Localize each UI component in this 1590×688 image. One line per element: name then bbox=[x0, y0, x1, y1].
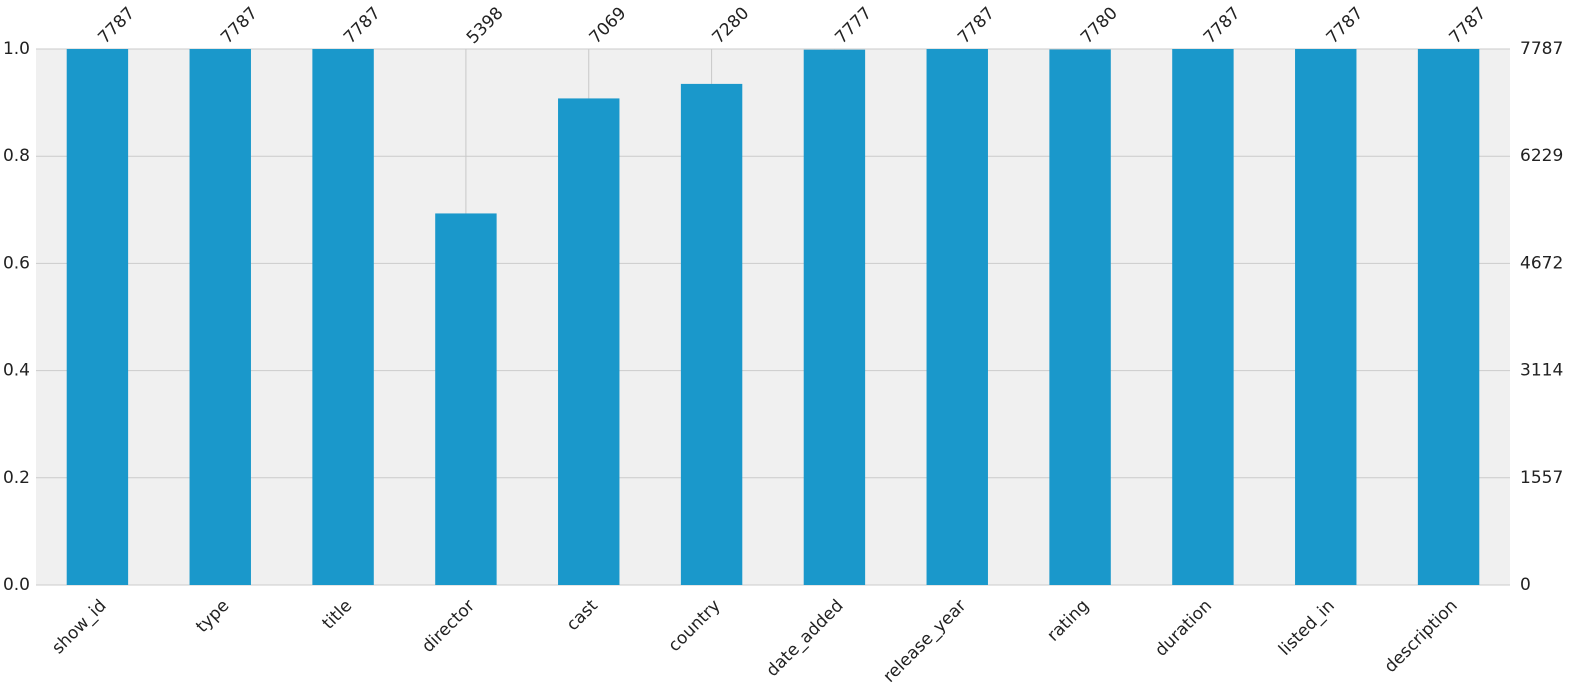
data-label: 7069 bbox=[586, 3, 631, 48]
x-tick-label: director bbox=[418, 596, 479, 657]
x-tick-label: date_added bbox=[763, 596, 848, 681]
y-tick-label: 1.0 bbox=[3, 39, 30, 59]
data-label: 7780 bbox=[1077, 3, 1122, 48]
plot-area bbox=[36, 49, 1510, 585]
y2-tick-label: 6229 bbox=[1520, 146, 1563, 166]
data-label: 7280 bbox=[709, 3, 754, 48]
bar bbox=[1417, 49, 1480, 585]
y-tick-label: 0.4 bbox=[3, 361, 30, 381]
bar bbox=[312, 49, 374, 585]
y-tick-label: 0.8 bbox=[3, 146, 30, 166]
bar bbox=[66, 49, 129, 585]
data-label: 5398 bbox=[463, 3, 508, 48]
bar bbox=[189, 49, 251, 585]
bar bbox=[1172, 49, 1234, 585]
bar bbox=[1295, 49, 1357, 585]
bar bbox=[680, 83, 743, 585]
x-tick-label: title bbox=[319, 596, 357, 634]
bar bbox=[1049, 49, 1111, 586]
y2-tick-label: 4672 bbox=[1520, 253, 1563, 273]
x-tick-label: description bbox=[1381, 596, 1462, 677]
data-label: 7787 bbox=[1200, 3, 1245, 48]
bar bbox=[803, 49, 866, 585]
y2-tick-label: 3114 bbox=[1520, 361, 1563, 381]
data-label: 7787 bbox=[1446, 3, 1491, 48]
x-tick-label: type bbox=[192, 596, 233, 637]
x-tick-label: rating bbox=[1043, 596, 1093, 646]
data-label: 7777 bbox=[831, 3, 876, 48]
x-tick-label: duration bbox=[1151, 596, 1216, 661]
data-label: 7787 bbox=[340, 3, 385, 48]
bar bbox=[435, 213, 497, 585]
data-label: 7787 bbox=[954, 3, 999, 48]
bar bbox=[558, 98, 620, 585]
y-tick-label: 0.6 bbox=[3, 253, 30, 273]
y-tick-label: 0.2 bbox=[3, 468, 30, 488]
y2-tick-label: 0 bbox=[1520, 575, 1531, 595]
x-tick-label: listed_in bbox=[1275, 596, 1339, 660]
x-tick-label: cast bbox=[563, 596, 602, 635]
x-tick-label: release_year bbox=[880, 596, 971, 687]
bar bbox=[926, 49, 988, 585]
y2-tick-label: 7787 bbox=[1520, 39, 1563, 59]
data-label: 7787 bbox=[1323, 3, 1368, 48]
y-tick-label: 0.0 bbox=[3, 575, 30, 595]
x-tick-label: show_id bbox=[48, 596, 110, 658]
y2-tick-label: 1557 bbox=[1520, 468, 1563, 488]
x-tick-label: country bbox=[665, 596, 725, 656]
data-label: 7787 bbox=[94, 3, 139, 48]
data-label: 7787 bbox=[217, 3, 262, 48]
